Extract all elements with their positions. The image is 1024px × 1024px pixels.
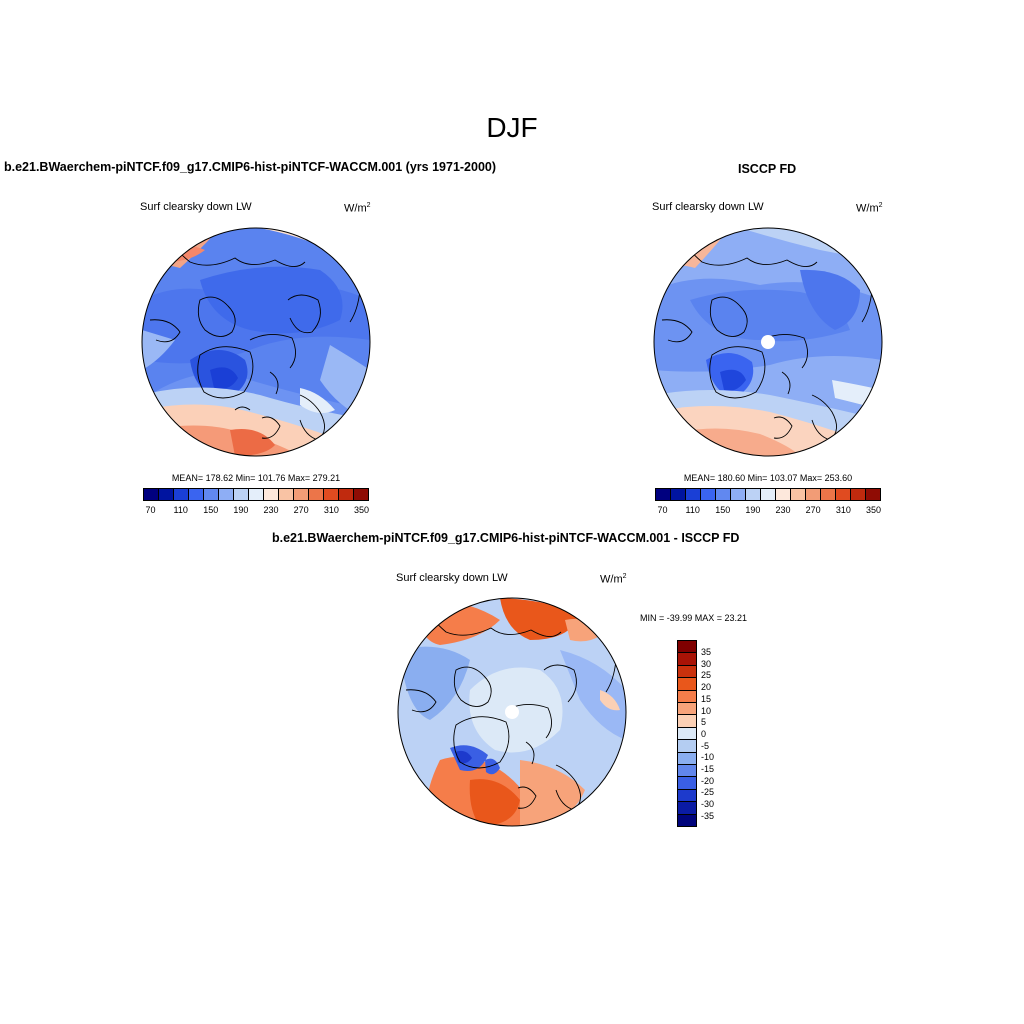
left-colorbar-swatch [174, 489, 189, 500]
left-case-title: b.e21.BWaerchem-piNTCF.f09_g17.CMIP6-his… [4, 160, 497, 174]
left-colorbar-swatch [249, 489, 264, 500]
diff-colorbar-tick-label: -5 [701, 740, 710, 751]
left-colorbar-tick-label: 310 [323, 505, 339, 515]
season-title: DJF [486, 112, 538, 143]
left-colorbar-swatch [234, 489, 249, 500]
left-colorbar-tick-label: 150 [203, 505, 219, 515]
diff-colorbar-tick-label: 15 [701, 693, 712, 704]
diff-colorbar-swatch [678, 752, 696, 766]
right-colorbar-tick-label: 270 [805, 505, 821, 515]
diff-colorbar-tick-label: -35 [701, 810, 715, 821]
right-colorbar-swatch [791, 489, 806, 500]
right-colorbar-swatch [851, 489, 866, 500]
left-units-label: W/m2 [344, 202, 371, 215]
left-colorbar-swatch [279, 489, 294, 500]
right-case-title: ISCCP FD [738, 162, 797, 176]
right-colorbar-tick-label: 110 [685, 505, 700, 515]
left-colorbar-swatch [219, 489, 234, 500]
right-colorbar-swatch [746, 489, 761, 500]
diff-colorbar-swatch [678, 777, 696, 790]
left-colorbar-swatch [144, 489, 159, 500]
right-colorbar-swatch [776, 489, 791, 500]
left-colorbar-swatch [204, 489, 219, 500]
left-colorbar-swatch [159, 489, 174, 500]
diff-colorbar-tick-label: 0 [701, 728, 707, 739]
right-colorbar-tick-label: 350 [865, 505, 881, 515]
diff-colorbar-swatch [678, 690, 696, 704]
right-colorbar-tick-label: 230 [775, 505, 791, 515]
right-colorbar-swatch [671, 489, 686, 500]
left-colorbar-tick-label: 110 [173, 505, 188, 515]
diff-colorbar-tick-label: -20 [701, 775, 715, 786]
diff-colorbar-swatch [678, 665, 696, 679]
diff-colorbar-swatch [678, 789, 696, 803]
diff-stats: MIN = -39.99 MAX = 23.21 [640, 613, 748, 623]
left-colorbar-swatch [264, 489, 279, 500]
diff-variable-label: Surf clearsky down LW [396, 572, 508, 584]
diff-colorbar-swatch [678, 678, 696, 691]
diff-colorbar-tick-label: -10 [701, 752, 715, 763]
diff-colorbar [677, 640, 697, 827]
right-colorbar-swatch [821, 489, 836, 500]
left-colorbar-swatch [294, 489, 309, 500]
right-colorbar-tick-label: 310 [835, 505, 851, 515]
diff-colorbar-swatch [678, 814, 696, 827]
diff-polar-map [398, 598, 626, 826]
diff-case-title: b.e21.BWaerchem-piNTCF.f09_g17.CMIP6-his… [272, 531, 740, 545]
diff-colorbar-tick-label: 25 [701, 670, 712, 681]
left-colorbar-tick-label: 270 [293, 505, 309, 515]
right-colorbar-swatch [716, 489, 731, 500]
left-colorbar-tick-label: 230 [263, 505, 279, 515]
left-colorbar-swatch [309, 489, 324, 500]
right-colorbar-swatch [836, 489, 851, 500]
left-colorbar-swatch [354, 489, 368, 500]
diff-colorbar-swatch [678, 727, 696, 741]
diff-colorbar-swatch [678, 740, 696, 753]
diff-colorbar-tick-label: -15 [701, 763, 715, 774]
right-colorbar-tick-label: 190 [745, 505, 761, 515]
diff-colorbar-tick-label: 30 [701, 658, 712, 669]
left-colorbar-tick-label: 190 [233, 505, 249, 515]
left-colorbar-tick-label: 350 [353, 505, 369, 515]
right-colorbar-swatch [731, 489, 746, 500]
diff-colorbar-tick-label: 35 [701, 647, 712, 658]
right-units-label: W/m2 [856, 202, 883, 215]
diff-colorbar-ticks: 35 30 25 20 15 10 5 0 -5 -10 -15 -20 -25 -30 -35 [701, 640, 741, 827]
left-polar-map [142, 228, 370, 456]
diff-units-label: W/m2 [600, 573, 627, 586]
right-colorbar-swatch [686, 489, 701, 500]
right-colorbar-swatch [761, 489, 776, 500]
right-colorbar-swatch [656, 489, 671, 500]
left-variable-label: Surf clearsky down LW [140, 201, 252, 213]
diff-colorbar-swatch [678, 653, 696, 666]
right-colorbar-tick-label: 70 [657, 505, 668, 515]
diff-colorbar-tick-label: -30 [701, 799, 715, 809]
right-stats: MEAN= 180.60 Min= 103.07 Max= 253.60 [683, 473, 853, 483]
diff-colorbar-swatch [678, 802, 696, 815]
diff-colorbar-tick-label: 20 [701, 682, 712, 693]
right-variable-label: Surf clearsky down LW [652, 201, 764, 213]
left-colorbar-ticks: 70 110 150 190 230 270 310 350 [143, 505, 369, 517]
right-colorbar [655, 488, 881, 501]
diff-colorbar-swatch [678, 715, 696, 728]
right-colorbar-swatch [866, 489, 880, 500]
diff-colorbar-tick-label: 5 [701, 717, 707, 728]
right-colorbar-tick-label: 150 [715, 505, 731, 515]
left-colorbar-swatch [339, 489, 354, 500]
right-polar-map [654, 228, 882, 456]
diff-colorbar-swatch [678, 703, 696, 716]
diff-colorbar-swatch [678, 765, 696, 778]
diff-colorbar-tick-label: 10 [701, 705, 712, 716]
diff-colorbar-swatch [678, 641, 696, 654]
diff-colorbar-tick-label: -25 [701, 787, 715, 798]
left-colorbar [143, 488, 369, 501]
right-colorbar-swatch [806, 489, 821, 500]
left-stats: MEAN= 178.62 Min= 101.76 Max= 279.21 [171, 473, 341, 483]
right-colorbar-swatch [701, 489, 716, 500]
right-colorbar-ticks: 70 110 150 190 230 270 310 350 [655, 505, 881, 517]
left-colorbar-tick-label: 70 [145, 505, 156, 515]
left-colorbar-swatch [189, 489, 204, 500]
left-colorbar-swatch [324, 489, 339, 500]
